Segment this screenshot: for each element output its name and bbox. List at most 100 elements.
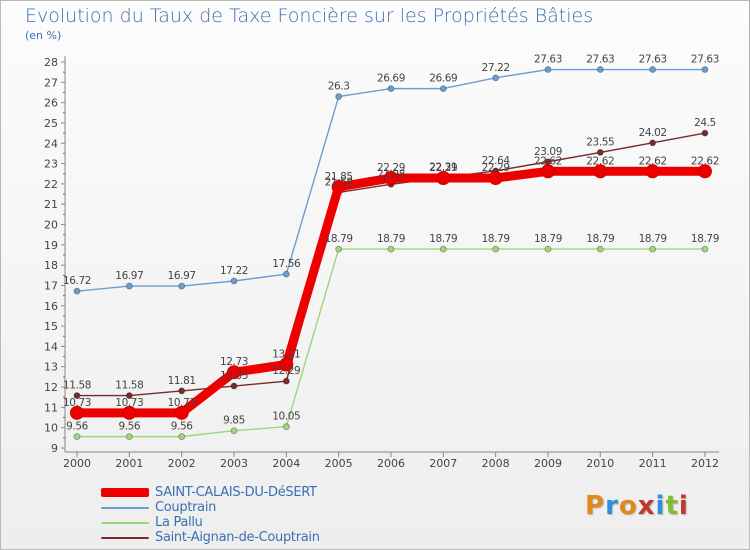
data-point xyxy=(125,433,133,441)
y-tick-label: 9 xyxy=(51,442,58,455)
legend-item: La Pallu xyxy=(101,515,320,530)
data-label: 26.3 xyxy=(328,81,350,93)
y-tick-label: 14 xyxy=(44,340,58,353)
data-label: 18.79 xyxy=(691,233,719,245)
y-tick-label: 12 xyxy=(44,381,58,394)
chart-title: Evolution du Taux de Taxe Foncière sur l… xyxy=(25,5,594,27)
data-label: 10.73 xyxy=(63,397,91,409)
logo-letter: x xyxy=(637,491,656,521)
data-label: 12.05 xyxy=(220,370,248,382)
proxiti-logo: Proxiti xyxy=(585,491,689,521)
legend-swatch xyxy=(101,521,149,524)
data-label: 27.63 xyxy=(691,54,719,66)
y-tick-label: 10 xyxy=(44,422,58,435)
data-point xyxy=(697,164,712,179)
data-label: 18.79 xyxy=(534,233,562,245)
data-point xyxy=(439,245,447,253)
legend-label: Saint-Aignan-de-Couptrain xyxy=(155,530,320,545)
x-tick-label: 2005 xyxy=(325,457,353,470)
data-point xyxy=(230,427,238,435)
legend-swatch xyxy=(101,536,149,539)
data-point xyxy=(540,164,555,179)
data-label: 21.58 xyxy=(325,176,353,188)
data-point xyxy=(701,66,709,73)
data-label: 22.31 xyxy=(429,162,457,174)
x-tick-label: 2012 xyxy=(691,457,719,470)
data-label: 18.79 xyxy=(429,233,457,245)
data-label: 27.63 xyxy=(586,54,614,66)
y-tick-label: 15 xyxy=(44,320,58,333)
data-point xyxy=(596,245,604,253)
legend-item: Saint-Aignan-de-Couptrain xyxy=(101,530,320,545)
y-tick-label: 11 xyxy=(44,401,58,414)
data-label: 27.22 xyxy=(482,62,510,74)
data-label: 9.56 xyxy=(118,421,140,433)
y-tick-label: 20 xyxy=(44,219,58,232)
data-point xyxy=(73,433,81,441)
data-point xyxy=(383,171,398,186)
data-label: 11.58 xyxy=(115,380,143,392)
x-tick-label: 2003 xyxy=(220,457,248,470)
data-point xyxy=(649,66,657,73)
data-label: 10.05 xyxy=(272,411,300,423)
data-point xyxy=(178,433,186,441)
y-tick-label: 19 xyxy=(44,239,58,252)
data-point xyxy=(174,405,189,420)
data-label: 9.85 xyxy=(223,415,245,427)
data-label: 22.62 xyxy=(586,155,614,167)
legend-swatch xyxy=(101,488,149,497)
data-point xyxy=(226,365,241,380)
legend-label: SAINT-CALAIS-DU-DéSERT xyxy=(155,485,317,500)
data-label: 26.69 xyxy=(377,73,405,85)
data-point xyxy=(544,66,552,73)
logo-letter: r xyxy=(605,491,619,521)
logo-letter: i xyxy=(678,491,689,521)
x-tick-label: 2004 xyxy=(272,457,300,470)
data-point xyxy=(649,245,657,253)
y-tick-label: 13 xyxy=(44,361,58,374)
data-point xyxy=(701,129,709,137)
data-point xyxy=(282,377,290,385)
x-tick-label: 2008 xyxy=(482,457,510,470)
data-label: 27.63 xyxy=(639,54,667,66)
legend-label: Couptrain xyxy=(155,500,217,515)
data-label: 18.79 xyxy=(586,233,614,245)
data-point xyxy=(282,423,290,431)
data-label: 27.63 xyxy=(534,54,562,66)
data-point xyxy=(279,357,294,372)
data-point xyxy=(596,149,604,156)
data-point xyxy=(178,387,186,395)
x-tick-label: 2002 xyxy=(168,457,196,470)
data-label: 10.73 xyxy=(115,397,143,409)
data-label: 17.22 xyxy=(220,265,248,277)
y-tick-label: 16 xyxy=(44,300,58,313)
y-tick-label: 17 xyxy=(44,279,58,292)
data-point xyxy=(230,382,238,390)
y-tick-label: 28 xyxy=(44,56,58,69)
x-tick-label: 2006 xyxy=(377,457,405,470)
data-label: 16.97 xyxy=(168,270,196,282)
x-tick-label: 2010 xyxy=(586,457,614,470)
data-label: 22.29 xyxy=(377,162,405,174)
data-label: 11.58 xyxy=(63,380,91,392)
data-point xyxy=(178,282,186,290)
data-label: 18.79 xyxy=(639,233,667,245)
legend-label: La Pallu xyxy=(155,515,203,530)
data-point xyxy=(282,270,290,278)
y-tick-label: 22 xyxy=(44,178,58,191)
x-tick-label: 2000 xyxy=(63,457,91,470)
data-label: 24.5 xyxy=(694,117,716,129)
x-tick-label: 2009 xyxy=(534,457,562,470)
data-point xyxy=(125,392,133,399)
y-tick-label: 26 xyxy=(44,97,58,110)
data-point xyxy=(593,164,608,179)
data-point xyxy=(544,245,552,253)
data-label: 22.62 xyxy=(691,155,719,167)
data-label: 13.11 xyxy=(272,349,300,361)
data-point xyxy=(649,139,657,147)
data-point xyxy=(492,74,500,82)
data-label: 23.55 xyxy=(586,136,614,148)
data-point xyxy=(492,245,500,253)
legend-item: Couptrain xyxy=(101,500,320,515)
